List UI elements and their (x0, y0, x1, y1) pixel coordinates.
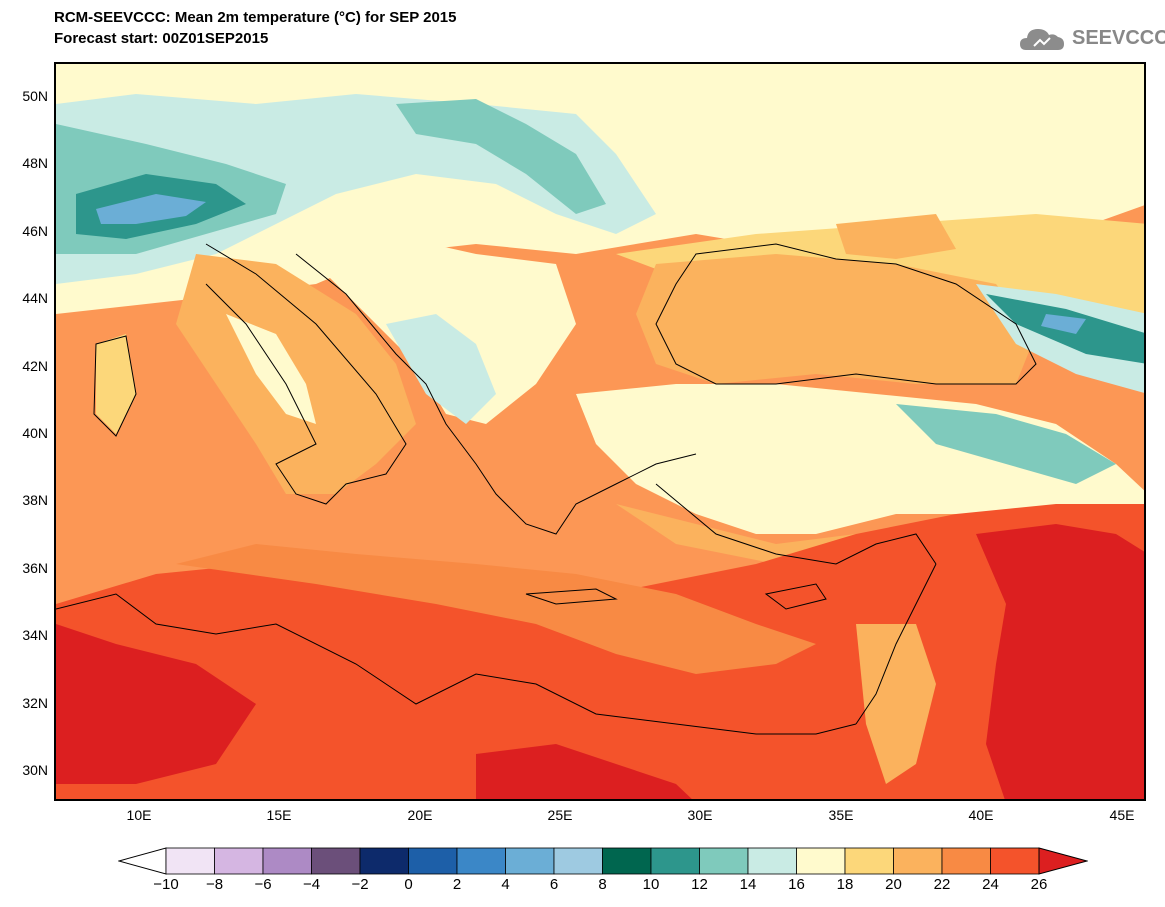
colorbar-swatch (650, 847, 700, 875)
colorbar-tick-label: −8 (205, 876, 224, 893)
coastline-cyprus (764, 583, 827, 610)
libya-very-hot (56, 624, 256, 784)
colorbar-swatch (844, 847, 894, 875)
colorbar-tick-label: 10 (642, 876, 660, 893)
alps-blue-core (96, 194, 206, 224)
colorbar-swatch (165, 847, 215, 875)
lat-label: 30N (22, 762, 48, 778)
lon-label: 10E (126, 807, 152, 823)
colorbar-swatch (796, 847, 846, 875)
colorbar-over-arrow (1038, 847, 1088, 875)
lon-label: 20E (407, 807, 433, 823)
colorbar-swatch (941, 847, 991, 875)
lat-label: 38N (22, 492, 48, 508)
colorbar (118, 847, 1088, 875)
lon-label: 30E (687, 807, 713, 823)
temperature-map (54, 62, 1146, 801)
colorbar-tick-label: −10 (153, 876, 179, 893)
lon-label: 35E (828, 807, 854, 823)
lat-label: 48N (22, 155, 48, 171)
coastline-anatolia (655, 483, 937, 565)
colorbar-tick-label: −4 (302, 876, 321, 893)
colorbar-tick-label: 2 (452, 876, 462, 893)
anatolia-cool (896, 404, 1116, 484)
lon-label: 45E (1109, 807, 1135, 823)
coastline-north-africa (56, 593, 857, 735)
colorbar-tick-label: 18 (836, 876, 854, 893)
lon-label: 40E (968, 807, 994, 823)
colorbar-tick-label: −2 (351, 876, 369, 893)
colorbar-swatch (359, 847, 409, 875)
colorbar-swatch (553, 847, 603, 875)
seevccc-logo: SEEVCCC (1072, 27, 1165, 49)
crimea-warm (836, 214, 956, 259)
apennine-mild (226, 314, 316, 424)
lon-label: 15E (266, 807, 292, 823)
lat-label: 42N (22, 358, 48, 374)
coastline-sardinia (93, 335, 137, 437)
lat-label: 32N (22, 695, 48, 711)
colorbar-swatch (311, 847, 361, 875)
colorbar-swatch (699, 847, 749, 875)
carpathian-teal (396, 99, 606, 214)
colorbar-swatch (893, 847, 943, 875)
lat-label: 40N (22, 425, 48, 441)
colorbar-tick-label: 8 (598, 876, 607, 893)
central-med-warm (176, 544, 816, 674)
colorbar-swatch (505, 847, 555, 875)
colorbar-tick-label: 26 (1030, 876, 1048, 893)
coastline-crete (525, 588, 618, 605)
lat-label: 36N (22, 560, 48, 576)
colorbar-swatch (408, 847, 458, 875)
colorbar-swatch (456, 847, 506, 875)
colorbar-swatch (990, 847, 1040, 875)
colorbar-tick-label: 22 (933, 876, 951, 893)
coastline-black-sea (655, 243, 1037, 385)
lat-label: 34N (22, 627, 48, 643)
sardinia-mild (96, 334, 136, 434)
colorbar-tick-label: 16 (788, 876, 805, 893)
cloud-icon (1020, 29, 1064, 50)
levant-mild (856, 624, 936, 784)
arabia-very-hot (976, 524, 1144, 799)
temperature-field (56, 64, 1144, 799)
forecast-start-label: Forecast start: 00Z01SEP2015 (54, 30, 269, 47)
colorbar-swatch (602, 847, 652, 875)
black-sea-warm (636, 254, 1036, 384)
colorbar-tick-label: 0 (404, 876, 413, 893)
lat-label: 50N (22, 88, 48, 104)
colorbar-tick-label: 6 (549, 876, 559, 893)
map-title: RCM-SEEVCCC: Mean 2m temperature (°C) fo… (54, 9, 457, 26)
colorbar-under-arrow (118, 847, 167, 875)
colorbar-swatch (214, 847, 264, 875)
lat-label: 44N (22, 290, 48, 306)
colorbar-tick-label: 4 (501, 876, 510, 893)
balkan-cool-zone (386, 314, 496, 424)
colorbar-tick-label: 14 (739, 876, 757, 893)
coastline-balkans (295, 253, 697, 535)
colorbar-tick-label: 24 (982, 876, 999, 893)
colorbar-swatch (262, 847, 312, 875)
coastline-italy (205, 243, 407, 505)
colorbar-tick-label: 12 (691, 876, 708, 893)
lon-label: 25E (547, 807, 573, 823)
lat-label: 46N (22, 223, 48, 239)
caucasus-blue (1041, 314, 1086, 334)
egypt-very-hot (476, 744, 692, 799)
coastline-levant (855, 563, 937, 725)
colorbar-tick-label: 20 (885, 876, 902, 893)
colorbar-tick-label: −6 (254, 876, 272, 893)
colorbar-swatch (747, 847, 797, 875)
